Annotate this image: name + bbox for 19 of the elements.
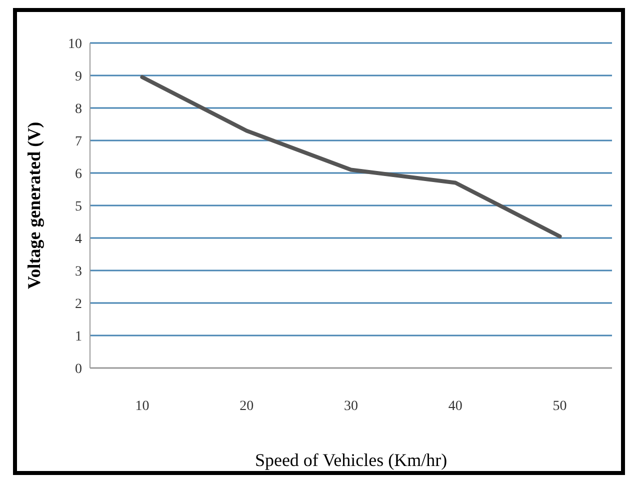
y-axis-title: Voltage generated (V) (24, 122, 44, 290)
x-tick-label: 20 (240, 399, 254, 414)
y-tick-label: 4 (75, 232, 82, 247)
y-tick-label: 6 (75, 166, 82, 182)
y-tick-label: 7 (75, 134, 82, 150)
x-tick-label: 40 (448, 399, 462, 414)
y-tick-label: 3 (75, 264, 82, 280)
x-tick-label: 10 (135, 399, 150, 414)
x-axis-title: Speed of Vehicles (Km/hr) (254, 450, 448, 470)
y-tick-label: 2 (75, 296, 82, 312)
line-series (140, 75, 562, 238)
y-tick-label: 8 (75, 102, 82, 117)
x-tick-label: 30 (344, 399, 358, 414)
y-tick-label: 5 (75, 199, 82, 214)
y-tick-label: 10 (68, 36, 82, 52)
y-tick-label: 9 (75, 69, 82, 84)
y-tick-label: 1 (75, 329, 82, 344)
x-tick-label: 50 (552, 399, 567, 414)
y-tick-label: 0 (75, 362, 82, 377)
